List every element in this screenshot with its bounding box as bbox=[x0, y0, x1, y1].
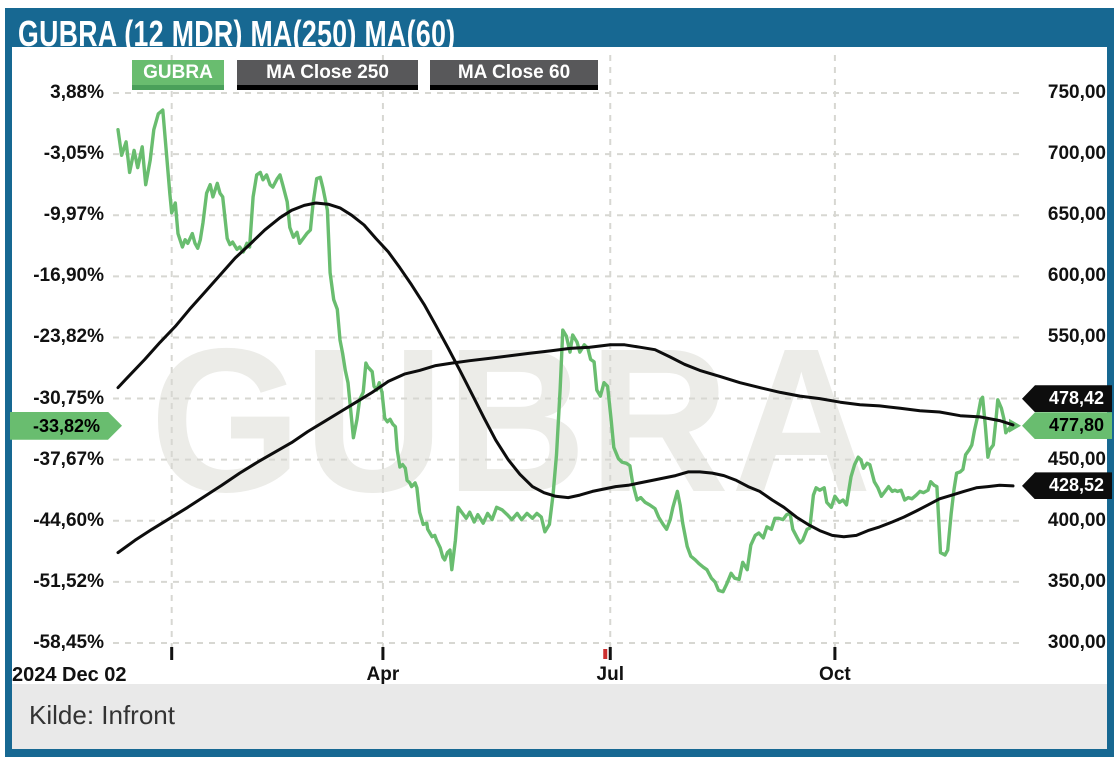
x-tick-mark bbox=[833, 647, 837, 660]
y-axis-right-label: 300,00 bbox=[1047, 632, 1106, 653]
x-axis-label: Jul bbox=[596, 664, 624, 685]
y-axis-left-label: -23,82% bbox=[33, 326, 104, 348]
y-axis-right-label: 600,00 bbox=[1047, 265, 1106, 287]
y-axis-left-label: -37,67% bbox=[33, 448, 104, 470]
y-axis-left-label: -30,75% bbox=[33, 387, 104, 409]
x-tick-mark bbox=[381, 647, 385, 660]
legend-item-ma-close-250[interactable]: MA Close 250 bbox=[237, 60, 418, 90]
legend-label: MA Close 250 bbox=[266, 61, 389, 83]
y-axis-left-label: -16,90% bbox=[33, 265, 104, 287]
right-value-tag: 477,80 bbox=[1022, 412, 1112, 440]
x-axis-label: Oct bbox=[819, 664, 851, 685]
x-tick-mark bbox=[608, 647, 612, 660]
x-tick-mark bbox=[170, 647, 174, 660]
y-axis-right-label: 700,00 bbox=[1047, 143, 1106, 165]
legend-label: MA Close 60 bbox=[457, 61, 571, 83]
legend: GUBRA MA Close 250 MA Close 60 bbox=[0, 60, 1119, 90]
y-axis-right-label: 450,00 bbox=[1047, 448, 1106, 470]
x-axis-start-label: 2024 Dec 02 bbox=[12, 664, 127, 686]
source-label: Kilde: Infront bbox=[29, 700, 175, 730]
x-axis-label: Apr bbox=[366, 664, 400, 685]
y-axis-right-label: 550,00 bbox=[1047, 326, 1106, 348]
x-tick-red-marker bbox=[603, 649, 608, 659]
y-axis-left-label: -51,52% bbox=[33, 570, 104, 592]
footer-bar: Kilde: Infront bbox=[12, 684, 1107, 749]
legend-item-ma-close-60[interactable]: MA Close 60 bbox=[430, 60, 598, 90]
left-current-value-tag: -33,82% bbox=[10, 412, 122, 440]
legend-item-gubra[interactable]: GUBRA bbox=[132, 60, 224, 90]
y-axis-right-label: 750,00 bbox=[1047, 82, 1106, 103]
series-end-arrow bbox=[1009, 418, 1021, 433]
y-axis-left-label: -58,45% bbox=[33, 632, 104, 653]
y-axis-left-label: 3,88% bbox=[50, 82, 104, 103]
y-axis-left-label: -9,97% bbox=[43, 204, 104, 226]
series-ma-close-60 bbox=[116, 201, 1015, 539]
right-value-tag: 478,42 bbox=[1022, 385, 1112, 413]
y-axis-left-label: -3,05% bbox=[43, 143, 104, 165]
legend-label: GUBRA bbox=[143, 61, 213, 83]
series-gubra bbox=[116, 108, 1015, 594]
y-axis-right-label: 650,00 bbox=[1047, 204, 1106, 226]
y-axis-left-label: -44,60% bbox=[33, 509, 104, 531]
series-ma-close-250 bbox=[116, 343, 1015, 555]
y-axis-right-label: 350,00 bbox=[1047, 570, 1106, 592]
y-axis-right-label: 400,00 bbox=[1047, 509, 1106, 531]
right-value-tag: 428,52 bbox=[1022, 472, 1112, 500]
